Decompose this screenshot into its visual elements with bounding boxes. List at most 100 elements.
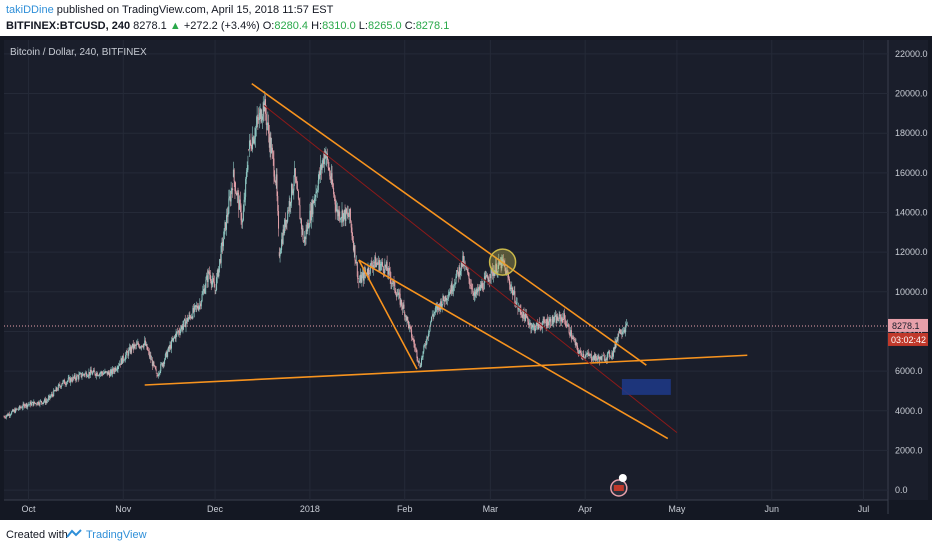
candle-body <box>112 368 114 374</box>
candle-body <box>180 326 182 330</box>
candle-body <box>594 354 596 360</box>
candle-body <box>552 316 554 323</box>
candle-body <box>432 315 434 317</box>
candle-body <box>398 292 400 295</box>
candle-body <box>380 264 382 266</box>
candle-body <box>32 401 34 406</box>
candle-body <box>102 373 104 375</box>
author-link[interactable]: takiDDine <box>6 4 54 16</box>
trendlines[interactable] <box>4 82 888 440</box>
candle-body <box>144 340 146 346</box>
candle-body <box>382 266 384 272</box>
candle-body <box>620 333 622 335</box>
candle-body <box>98 375 100 377</box>
candle-body <box>131 346 133 351</box>
candle-body <box>71 380 73 382</box>
candle-body <box>481 283 483 288</box>
candle-body <box>509 284 511 290</box>
trendline-support[interactable] <box>144 354 748 386</box>
candle-body <box>431 315 433 317</box>
candle-body <box>120 358 122 365</box>
candle-body <box>385 264 387 267</box>
candle-body <box>361 275 363 283</box>
candle-body <box>247 165 249 170</box>
candle-body <box>194 305 196 307</box>
candle-body <box>284 219 286 228</box>
candle-body <box>140 346 142 348</box>
trendline-red-trend[interactable] <box>263 105 678 433</box>
candle-body <box>254 137 256 140</box>
candle-body <box>170 344 172 349</box>
candle-body <box>437 306 439 310</box>
candle-body <box>391 283 393 284</box>
price-chart[interactable]: 0.02000.04000.06000.08000.010000.012000.… <box>0 36 932 520</box>
candle-body <box>619 329 621 334</box>
candle-body <box>237 192 239 195</box>
candle-body <box>466 269 468 272</box>
change-value: +272.2 (+3.4%) <box>183 20 260 32</box>
candle-body <box>596 357 598 361</box>
candle-body <box>150 355 152 360</box>
candle-body <box>22 403 24 408</box>
candle-body <box>39 400 41 405</box>
candle-body <box>521 314 523 318</box>
candle-body <box>182 325 184 330</box>
candle-body <box>69 377 71 383</box>
candle-body <box>211 281 213 285</box>
publish-line: takiDDine published on TradingView.com, … <box>6 4 333 16</box>
candle-body <box>356 262 358 264</box>
candle-body <box>156 375 158 376</box>
candle-body <box>308 226 310 229</box>
current-price-text: 8278.1 <box>892 321 920 331</box>
candle-body <box>547 319 549 327</box>
candle-body <box>8 413 10 416</box>
candles <box>3 91 628 420</box>
y-tick-label: 14000.0 <box>895 208 928 218</box>
candle-body <box>529 323 531 324</box>
candle-body <box>417 357 419 361</box>
candle-body <box>152 361 154 367</box>
candle-body <box>419 365 421 368</box>
candle-body <box>279 253 281 257</box>
trendline-upper-channel[interactable] <box>251 82 647 366</box>
candle-body <box>440 301 442 310</box>
candle-body <box>63 379 65 382</box>
candle-body <box>14 408 16 413</box>
candle-body <box>135 344 137 346</box>
candle-body <box>457 271 459 277</box>
candle-body <box>174 336 176 339</box>
candle-body <box>471 288 473 290</box>
tradingview-link[interactable]: TradingView <box>86 529 147 541</box>
candle-body <box>600 356 602 361</box>
candle-body <box>280 249 282 254</box>
candle-body <box>68 377 70 379</box>
target-zone-box[interactable] <box>621 379 671 395</box>
candle-body <box>54 390 56 392</box>
candle-body <box>573 337 575 340</box>
symbol-label[interactable]: BITFINEX:BTCUSD, 240 <box>6 20 131 32</box>
y-tick-label: 12000.0 <box>895 247 928 257</box>
candle-body <box>88 371 90 376</box>
candle-body <box>235 191 237 193</box>
candle-body <box>270 137 272 153</box>
open-value: 8280.4 <box>274 20 308 32</box>
candle-body <box>271 147 273 153</box>
time-axis: Oct Nov Dec 2018 Feb Mar Apr May Jun Jul <box>21 504 869 514</box>
candle-body <box>437 304 439 310</box>
trendline-falling-leg[interactable] <box>358 259 418 370</box>
chart-header: takiDDine published on TradingView.com, … <box>0 0 932 36</box>
candle-body <box>127 352 129 356</box>
candle-body <box>102 373 104 375</box>
trendline-lower-wedge[interactable] <box>358 259 669 440</box>
candle-body <box>414 347 416 349</box>
x-tick-label: Jun <box>765 504 780 514</box>
candle-body <box>112 368 114 371</box>
candle-body <box>580 352 582 357</box>
candle-body <box>119 363 121 365</box>
candle-body <box>430 321 432 326</box>
candle-body <box>331 173 333 185</box>
candle-body <box>557 320 559 321</box>
candle-body <box>515 303 517 306</box>
candle-body <box>543 319 545 321</box>
candle-body <box>192 308 194 319</box>
